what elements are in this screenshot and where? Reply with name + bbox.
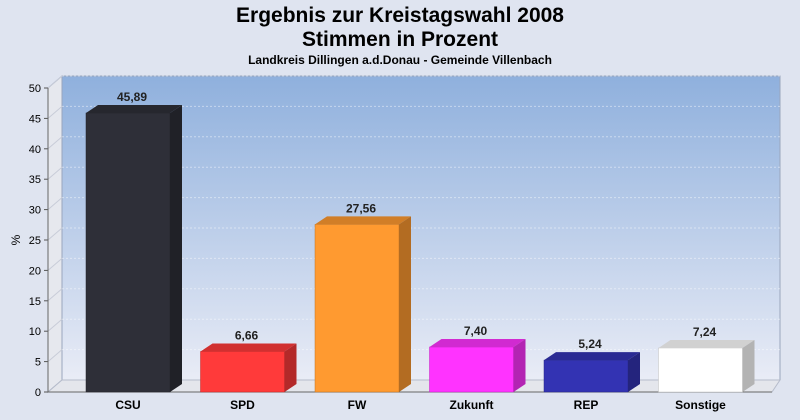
bar-top-spd bbox=[200, 343, 297, 352]
bar-side-rep bbox=[628, 352, 640, 392]
y-tick-label: 45 bbox=[29, 113, 41, 125]
y-tick-label: 50 bbox=[29, 83, 41, 95]
y-tick-label: 10 bbox=[29, 326, 41, 338]
gridline-side bbox=[47, 227, 63, 241]
bar-rep bbox=[543, 359, 629, 393]
gridline-side bbox=[47, 349, 63, 362]
y-tick-label: 35 bbox=[29, 174, 41, 186]
data-label-rep: 5,24 bbox=[578, 337, 602, 351]
data-label-fw: 27,56 bbox=[346, 201, 376, 215]
chart-title-line2: Stimmen in Prozent bbox=[301, 28, 499, 51]
gridline-side bbox=[47, 197, 63, 210]
gridline-side bbox=[47, 166, 63, 180]
gridline-side bbox=[47, 75, 63, 89]
x-tick-label-rep: REP bbox=[574, 398, 599, 412]
chart-subtitle: Landkreis Dillingen a.d.Donau - Gemeinde… bbox=[248, 53, 552, 67]
gridline-side bbox=[47, 288, 63, 302]
bar-side-sonstige bbox=[742, 339, 755, 392]
data-label-zukunft: 7,40 bbox=[464, 324, 488, 338]
bar-fw bbox=[314, 224, 400, 393]
data-label-csu: 45,89 bbox=[117, 90, 147, 104]
y-tick-label: 15 bbox=[29, 296, 41, 308]
x-tick-label-zukunft: Zukunft bbox=[450, 398, 494, 412]
y-tick-label: 20 bbox=[29, 265, 41, 277]
bar-top-zukunft bbox=[429, 339, 526, 348]
bar-top-sonstige bbox=[658, 339, 755, 348]
y-tick-label: 40 bbox=[29, 144, 41, 156]
bar-side-fw bbox=[399, 216, 411, 392]
gridline-side bbox=[47, 318, 63, 332]
chart-title: Ergebnis zur Kreistagswahl 2008 bbox=[236, 4, 564, 27]
bar-side-zukunft bbox=[513, 339, 526, 392]
y-tick-label: 25 bbox=[29, 235, 41, 247]
x-tick-label-sonstige: Sonstige bbox=[675, 398, 726, 412]
bar-top-fw bbox=[315, 216, 411, 225]
bar-top-csu bbox=[86, 104, 182, 113]
x-tick-label-csu: CSU bbox=[115, 398, 140, 412]
x-tick-label-fw: FW bbox=[348, 398, 367, 412]
y-tick-label: 30 bbox=[29, 205, 41, 217]
y-axis-label: % bbox=[9, 234, 23, 245]
bar-csu bbox=[85, 112, 171, 393]
gridline-side bbox=[47, 136, 63, 150]
x-tick-label-spd: SPD bbox=[230, 398, 255, 412]
bar-top-rep bbox=[544, 352, 640, 361]
bar-side-csu bbox=[170, 104, 182, 392]
gridline-side bbox=[47, 106, 63, 119]
y-tick-label: 5 bbox=[35, 357, 41, 369]
data-label-spd: 6,66 bbox=[235, 329, 259, 343]
y-tick-label: 0 bbox=[35, 387, 41, 399]
bar-zukunft bbox=[429, 346, 514, 393]
data-label-sonstige: 7,24 bbox=[693, 325, 717, 339]
bar-spd bbox=[200, 351, 285, 393]
bar-sonstige bbox=[658, 347, 743, 393]
bar-side-spd bbox=[284, 343, 297, 392]
gridline-side bbox=[47, 258, 63, 271]
